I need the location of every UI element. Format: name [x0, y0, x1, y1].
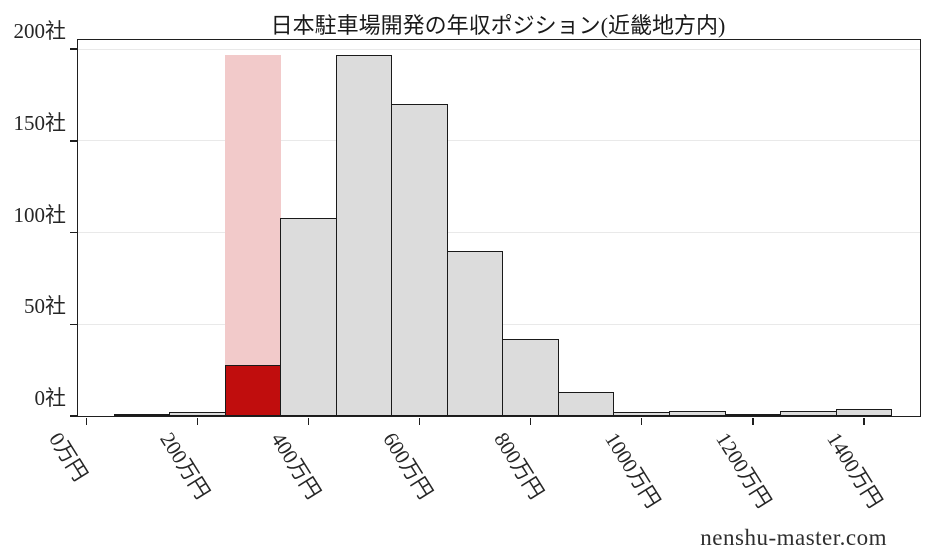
y-tick-label: 200社	[13, 19, 67, 44]
gridline-y-150	[78, 140, 920, 142]
chart-title: 日本駐車場開発の年収ポジション(近畿地方内)	[270, 13, 726, 38]
x-tick-label: 0万円	[44, 428, 93, 486]
bar	[113, 414, 171, 416]
x-tick-label: 800万円	[488, 428, 549, 504]
x-tick-label: 1200万円	[711, 428, 776, 513]
y-tick-mark	[69, 140, 77, 142]
x-tick-mark	[196, 417, 199, 425]
x-tick-mark	[85, 417, 88, 425]
x-tick-label: 200万円	[155, 428, 215, 504]
x-tick-mark	[863, 417, 865, 425]
x-tick-mark	[752, 417, 754, 425]
y-tick-label: 0社	[34, 386, 67, 410]
bar	[724, 414, 782, 416]
bar	[280, 217, 337, 416]
watermark: nenshu-master.com	[700, 525, 887, 550]
x-tick-label: 600万円	[377, 428, 438, 504]
x-tick-label: 400万円	[266, 428, 327, 504]
bar	[169, 412, 226, 416]
y-tick-label: 50社	[24, 294, 66, 319]
y-tick-mark	[69, 415, 77, 417]
bar	[502, 338, 559, 416]
x-tick-mark	[307, 417, 310, 425]
y-tick-mark	[69, 48, 77, 50]
gridline-y-200	[78, 48, 920, 50]
plot-area: 0社 50社 100社 150社 200社 0万円 200万円 400万円 600万円 800万円…	[14, 19, 921, 512]
y-tick-label: 100社	[13, 202, 67, 227]
x-tick-mark	[418, 417, 421, 425]
bar	[391, 104, 448, 416]
gridline-y-100	[78, 232, 920, 234]
x-tick-mark	[529, 417, 532, 425]
bar	[335, 54, 393, 416]
y-tick-label: 150社	[13, 110, 67, 135]
bar	[446, 250, 504, 416]
y-tick-mark	[69, 323, 77, 326]
x-tick-label: 1400万円	[822, 428, 888, 513]
highlighted-bar	[224, 364, 282, 416]
bar	[780, 410, 837, 416]
bar	[669, 410, 726, 416]
x-tick-label: 1000万円	[599, 428, 665, 513]
y-tick-mark	[69, 231, 77, 234]
bar	[557, 392, 615, 416]
highlight-background-bar	[225, 54, 281, 416]
x-tick-mark	[640, 417, 643, 425]
bar	[613, 412, 670, 416]
bar	[835, 408, 893, 416]
